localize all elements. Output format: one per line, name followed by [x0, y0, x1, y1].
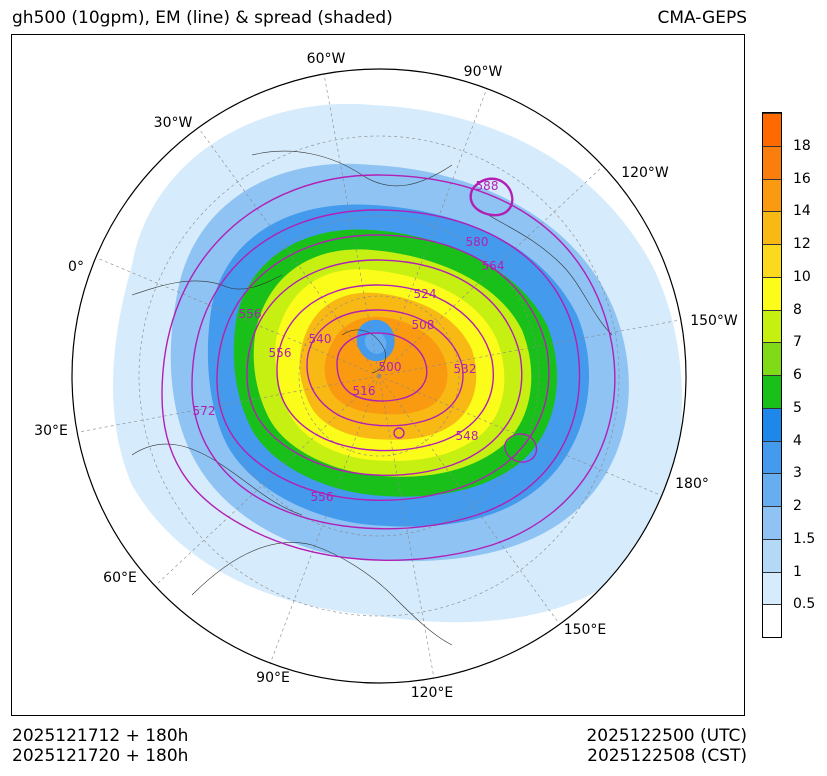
colorbar-tick-label: 3 [793, 465, 802, 482]
init-time: 2025121712 + 180h 2025121720 + 180h [12, 726, 188, 766]
colorbar-segment [763, 538, 781, 572]
colorbar-tick-label: 16 [793, 170, 811, 187]
contour-label-556-c: 556 [311, 490, 334, 504]
map-boundary [71, 68, 687, 684]
graticule [78, 73, 681, 679]
colorbar [762, 112, 782, 638]
init-time-cst: 2025121720 + 180h [12, 746, 189, 766]
colorbar-segment [763, 211, 781, 244]
contour-label-556-a: 556 [239, 307, 262, 321]
contour-label-524: 524 [414, 287, 437, 301]
colorbar-segment [763, 113, 781, 146]
valid-time-utc: 2025122500 (UTC) [586, 726, 747, 746]
valid-time-cst: 2025122508 (CST) [587, 746, 747, 766]
colorbar-tick-label: 2 [793, 498, 802, 514]
contour-label-516: 516 [353, 384, 376, 398]
spread-area-14 [324, 316, 448, 415]
contour-labels: 588 580 564 524 556 556 540 508 500 532 … [193, 179, 505, 504]
colorbar-segment [763, 571, 781, 605]
lon-label-120w: 120°W [621, 165, 669, 181]
lon-label-60e: 60°E [103, 570, 137, 586]
contour-label-572: 572 [193, 404, 216, 418]
colorbar-tick-label: 5 [793, 399, 802, 416]
model-name: CMA-GEPS [657, 8, 747, 28]
lon-label-0: 0° [68, 259, 84, 275]
init-time-utc: 2025121712 + 180h [12, 726, 189, 746]
coastlines [131, 150, 613, 646]
spread-hole-2 [364, 331, 387, 354]
colorbar-tick-label: 1.5 [793, 530, 816, 547]
contour-label-548: 548 [456, 429, 479, 443]
contour-label-564: 564 [482, 259, 505, 273]
lon-label-60w: 60°W [306, 51, 346, 67]
colorbar-tick-label: 1 [793, 563, 802, 580]
lon-label-120e: 120°E [410, 685, 454, 701]
colorbar-segment [763, 375, 781, 408]
colorbar-segment [763, 276, 781, 310]
contour-label-580: 580 [466, 235, 489, 249]
lon-label-90e: 90°E [256, 670, 290, 686]
lon-label-30e: 30°E [34, 423, 68, 439]
colorbar-tick-label: 7 [793, 334, 802, 351]
colorbar-segment [763, 604, 781, 637]
spread-shading [72, 69, 686, 683]
colorbar-segment [763, 309, 781, 343]
lon-label-90w: 90°W [463, 64, 503, 80]
colorbar-segment [763, 178, 781, 212]
chart-title: gh500 (10gpm), EM (line) & spread (shade… [12, 8, 393, 28]
contour-label-556-b: 556 [269, 346, 292, 360]
colorbar-segment [763, 244, 781, 277]
lon-label-150e: 150°E [563, 622, 607, 638]
colorbar-segment [763, 342, 781, 375]
map-frame: 588 580 564 524 556 556 540 508 500 532 … [11, 34, 745, 716]
colorbar-tick-label: 6 [793, 367, 802, 383]
colorbar-tick-label: 12 [793, 236, 811, 252]
colorbar-segment [763, 506, 781, 539]
colorbar-segment [763, 440, 781, 474]
colorbar-tick-label: 4 [793, 432, 802, 449]
colorbar-segment [763, 473, 781, 506]
polar-map: 588 580 564 524 556 556 540 508 500 532 … [71, 68, 687, 684]
contour-label-540: 540 [309, 332, 332, 346]
contour-label-508: 508 [412, 318, 435, 332]
valid-time: 2025122500 (UTC) 2025122508 (CST) [586, 726, 747, 766]
contour-label-532: 532 [454, 362, 477, 376]
colorbar-tick-label: 10 [793, 268, 811, 285]
contour-label-500: 500 [379, 360, 402, 374]
lon-label-30w: 30°W [153, 115, 193, 131]
colorbar-tick-label: 14 [793, 203, 811, 220]
contour-label-588: 588 [476, 179, 499, 193]
colorbar-tick-label: 8 [793, 301, 802, 318]
height-contours [161, 174, 616, 561]
lon-label-150w: 150°W [690, 313, 738, 329]
colorbar-tick-label: 0.5 [793, 596, 816, 613]
colorbar-segment [763, 145, 781, 179]
colorbar-tick-label: 18 [793, 137, 811, 154]
colorbar-segment [763, 407, 781, 441]
lon-label-180: 180° [675, 476, 709, 492]
